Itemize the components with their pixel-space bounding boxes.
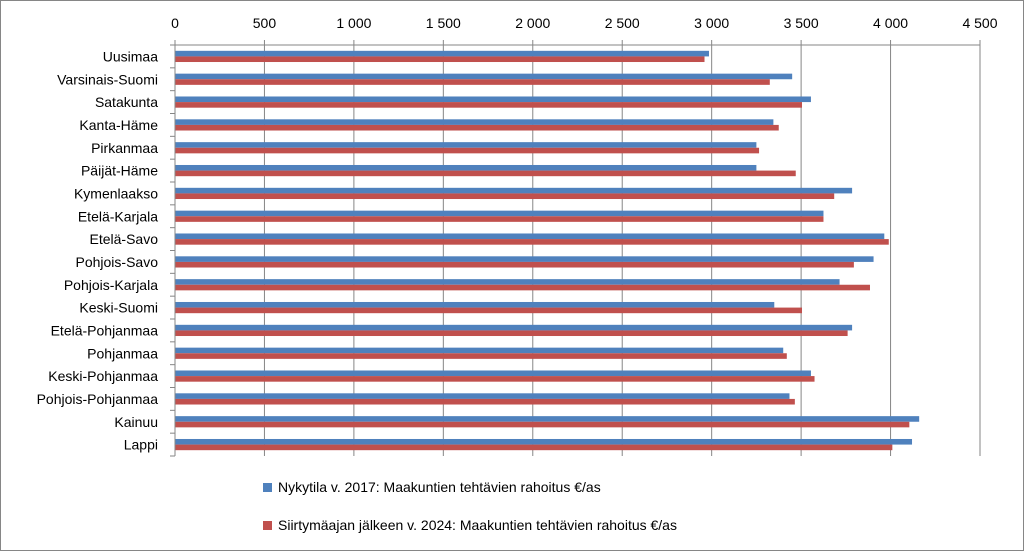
bar-2024 [175, 193, 835, 200]
bar-2024 [175, 124, 779, 131]
y-tick-label: Uusimaa [103, 48, 158, 64]
y-tick-label: Etelä-Savo [90, 231, 159, 247]
x-tick-label: 4 500 [962, 15, 997, 31]
bar-2024 [175, 216, 824, 222]
bar-2017 [175, 119, 774, 125]
y-tick-label: Pohjois-Karjala [64, 277, 158, 293]
bar-2017 [175, 233, 885, 240]
bar-2024 [175, 307, 803, 314]
bar-2024 [175, 79, 770, 85]
y-tick-label: Pohjois-Savo [76, 254, 159, 270]
bar-2024 [175, 102, 803, 108]
y-tick-label: Keski-Suomi [79, 300, 158, 316]
y-tick-label: Etelä-Pohjanmaa [51, 322, 159, 338]
legend-label-2017: Nykytila v. 2017: Maakuntien tehtävien r… [278, 479, 601, 495]
bar-2017 [175, 416, 920, 422]
x-tick-label: 1 500 [426, 15, 461, 31]
legend-item-2024: Siirtymäajan jälkeen v. 2024: Maakuntien… [263, 517, 677, 533]
y-tick-label: Kainuu [114, 414, 158, 430]
bar-2017 [175, 142, 757, 148]
legend-swatch-2024 [263, 520, 272, 530]
bar-2024 [175, 421, 910, 428]
y-tick-label: Pirkanmaa [91, 140, 158, 156]
bar-2024 [175, 284, 870, 291]
bar-2024 [175, 353, 787, 359]
bar-2017 [175, 393, 790, 399]
y-tick-label: Lappi [124, 437, 158, 453]
bar-2024 [175, 170, 796, 177]
x-tick-label: 0 [171, 15, 179, 31]
axes [170, 40, 981, 457]
y-tick-label: Pohjois-Pohjanmaa [37, 391, 159, 407]
bar-2017 [175, 73, 793, 80]
bar-2017 [175, 187, 853, 194]
y-tick-label: Päijät-Häme [81, 163, 158, 179]
y-tick-label: Kanta-Häme [79, 117, 158, 133]
x-tick-label: 3 000 [694, 15, 729, 31]
x-tick-label: 500 [253, 15, 277, 31]
bar-2017 [175, 301, 775, 308]
y-tick-label: Satakunta [95, 94, 158, 110]
y-tick-label: Pohjanmaa [87, 345, 158, 361]
bar-chart: 0 500 1 000 1 500 2 000 2 500 3 000 3 500 4 000 4… [37, 15, 998, 457]
bar-2024 [175, 398, 795, 405]
y-tick-label: Etelä-Karjala [78, 208, 158, 224]
bar-2024 [175, 147, 760, 154]
y-tick-labels: Uusimaa Varsinais-Suomi Satakunta Kanta-Häm… [37, 48, 159, 452]
legend-swatch-2017 [263, 482, 272, 492]
bar-2024 [175, 261, 854, 268]
gridlines [174, 45, 981, 456]
bar-2024 [175, 56, 705, 63]
bar-2017 [175, 164, 757, 171]
bar-2017 [175, 324, 853, 331]
bar-2024 [175, 239, 889, 245]
x-tick-labels: 0 500 1 000 1 500 2 000 2 500 3 000 3 500 4 000 4… [171, 15, 998, 31]
x-tick-label: 2 000 [515, 15, 550, 31]
legend-label-2024: Siirtymäajan jälkeen v. 2024: Maakuntien… [278, 517, 677, 533]
y-tick-label: Varsinais-Suomi [57, 71, 158, 87]
bar-2017 [175, 279, 840, 285]
bar-2017 [175, 347, 784, 354]
bar-2017 [175, 210, 824, 217]
bar-2017 [175, 256, 874, 262]
x-tick-label: 4 000 [873, 15, 908, 31]
bar-2017 [175, 50, 709, 57]
bar-2017 [175, 438, 913, 445]
legend-item-2017: Nykytila v. 2017: Maakuntien tehtävien r… [263, 479, 601, 495]
bar-2024 [175, 444, 893, 451]
y-tick-label: Kymenlaakso [74, 185, 158, 201]
x-tick-label: 2 500 [605, 15, 640, 31]
x-tick-label: 1 000 [336, 15, 371, 31]
bar-2017 [175, 370, 811, 377]
y-tick-label: Keski-Pohjanmaa [48, 368, 158, 384]
bar-2017 [175, 96, 811, 103]
bars [175, 50, 920, 451]
bar-2024 [175, 330, 848, 337]
x-tick-label: 3 500 [784, 15, 819, 31]
bar-2024 [175, 376, 815, 382]
